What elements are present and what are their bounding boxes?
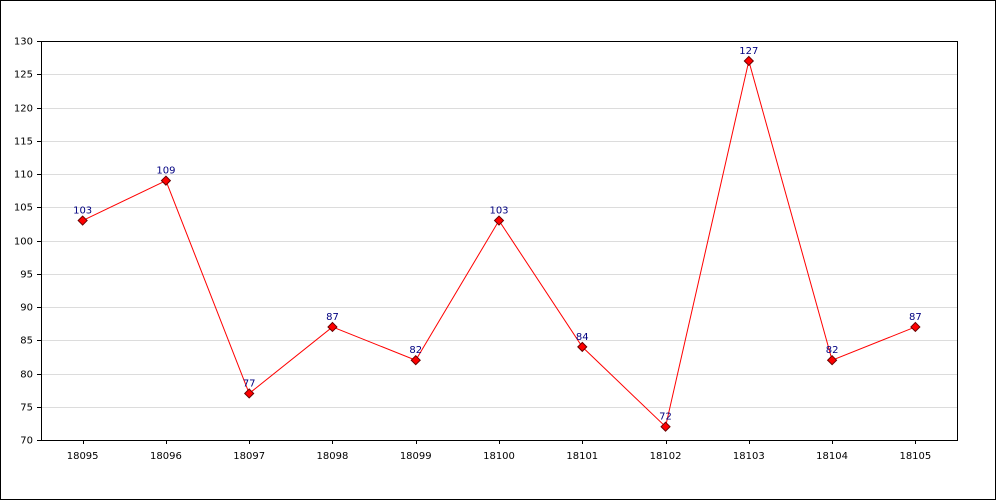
y-tick-label: 80 (20, 370, 33, 381)
y-tick-label: 85 (20, 336, 33, 347)
data-point (243, 388, 255, 399)
x-tick-label: 18105 (899, 451, 931, 462)
y-tick-label: 75 (20, 403, 33, 414)
data-point (660, 421, 671, 432)
x-tick-label: 18102 (650, 451, 682, 462)
x-tick-label: 18103 (733, 451, 765, 462)
data-label: 84 (576, 332, 589, 343)
y-tick-label: 90 (20, 303, 33, 314)
data-point (160, 175, 172, 186)
x-tick-label: 18099 (400, 451, 432, 462)
data-point (493, 215, 505, 226)
y-tick-label: 115 (14, 137, 33, 148)
data-point (826, 354, 838, 366)
x-tick-label: 18100 (483, 451, 515, 462)
y-tick-label: 70 (20, 436, 33, 447)
x-tick-label: 18096 (150, 451, 182, 462)
data-label: 127 (739, 46, 758, 57)
x-tick-label: 18104 (816, 451, 848, 462)
data-point (327, 321, 338, 333)
data-label: 77 (243, 378, 256, 389)
x-tick-label: 18101 (566, 451, 598, 462)
x-tick-label: 18097 (233, 451, 265, 462)
x-tick-label: 18095 (67, 451, 99, 462)
y-tick-label: 110 (14, 170, 33, 181)
data-point (77, 215, 88, 226)
y-tick-label: 95 (20, 270, 33, 281)
data-label: 82 (826, 345, 839, 356)
data-label: 103 (73, 206, 92, 217)
y-tick-label: 105 (14, 203, 33, 214)
y-tick-label: 100 (14, 237, 33, 248)
y-tick-label: 130 (14, 37, 33, 48)
data-label: 82 (409, 345, 422, 356)
data-label: 87 (326, 312, 339, 323)
data-label: 109 (156, 166, 175, 177)
data-point (910, 321, 921, 333)
y-tick-label: 125 (14, 70, 33, 81)
data-label: 72 (659, 412, 672, 423)
data-point (577, 341, 588, 353)
y-tick-label: 120 (14, 104, 33, 115)
data-label: 103 (489, 206, 508, 217)
x-tick-label: 18098 (317, 451, 349, 462)
data-point (743, 55, 755, 67)
data-point (410, 354, 421, 366)
data-label: 87 (909, 312, 922, 323)
